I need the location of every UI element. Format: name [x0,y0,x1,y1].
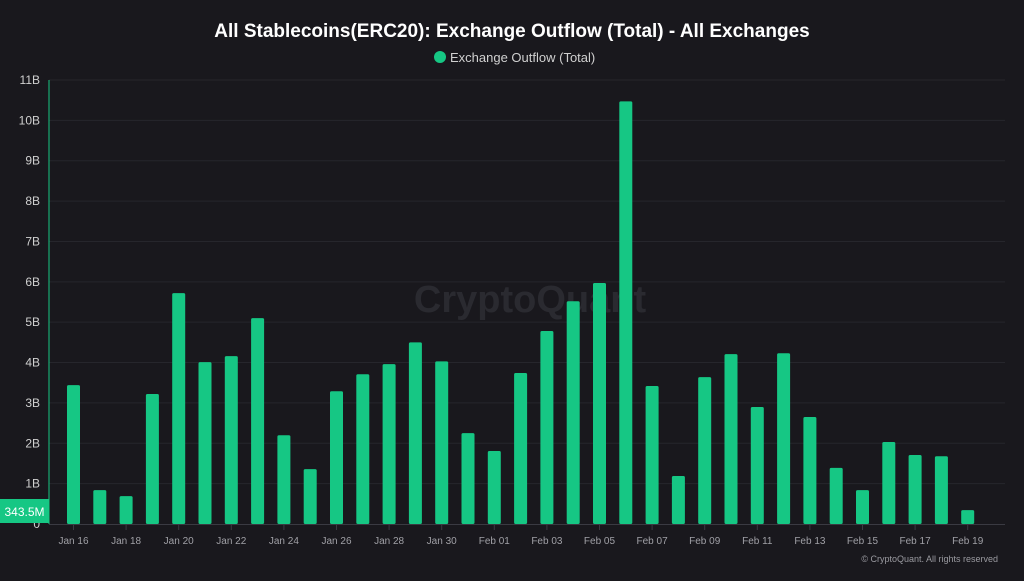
bar-jan-29[interactable] [408,342,422,524]
x-tick-label: Feb 03 [531,536,563,547]
bar-jan-17[interactable] [93,490,107,524]
bar-jan-30[interactable] [435,361,449,524]
bar-jan-24[interactable] [277,435,291,524]
x-tick-label: Feb 19 [952,536,984,547]
bar-jan-27[interactable] [356,374,370,524]
bar-jan-31[interactable] [461,433,475,524]
bar-feb-06[interactable] [619,101,633,524]
x-tick-label: Feb 15 [847,536,879,547]
bar-jan-26[interactable] [330,391,343,524]
x-tick-label: Feb 11 [742,536,773,547]
x-tick-label: Feb 07 [637,536,669,547]
x-tick-label: Jan 18 [111,536,141,547]
y-tick-label: 4B [25,356,40,370]
bar-feb-13[interactable] [803,417,817,524]
bar-jan-20[interactable] [172,293,186,524]
bar-jan-25[interactable] [303,469,317,524]
legend-label[interactable]: Exchange Outflow (Total) [450,50,595,65]
legend-marker[interactable] [434,51,446,63]
watermark: CryptoQuant [414,279,647,321]
y-tick-label: 8B [25,194,40,208]
x-tick-label: Jan 26 [321,536,351,547]
y-tick-label: 3B [25,396,40,410]
x-tick-label: Feb 17 [900,536,932,547]
bar-feb-07[interactable] [645,385,659,524]
bar-feb-19[interactable] [961,510,975,524]
y-tick-label: 0 [33,517,40,531]
y-tick-label: 5B [25,315,40,329]
y-tick-label: 2B [25,436,40,450]
x-tick-label: Jan 30 [427,536,457,547]
x-tick-label: Feb 05 [584,536,616,547]
bar-jan-22[interactable] [224,356,238,524]
bar-feb-04[interactable] [566,301,580,524]
x-tick-label: Jan 16 [58,536,88,547]
bar-feb-01[interactable] [487,450,501,524]
bar-feb-12[interactable] [777,353,791,524]
x-tick-label: Feb 01 [479,536,511,547]
bar-feb-18[interactable] [934,456,948,524]
last-value-label: 343.5M [4,505,44,519]
copyright: © CryptoQuant. All rights reserved [861,554,998,564]
x-tick-label: Jan 28 [374,536,404,547]
last-value-badge [0,499,49,523]
y-tick-label: 9B [25,154,40,168]
x-tick-label: Feb 09 [689,536,721,547]
bar-feb-10[interactable] [724,354,738,524]
bar-jan-28[interactable] [382,364,396,524]
chart-title: All Stablecoins(ERC20): Exchange Outflow… [214,21,809,42]
bar-feb-15[interactable] [856,490,869,524]
bar-feb-14[interactable] [829,467,843,524]
y-tick-label: 10B [19,113,40,127]
bar-feb-09[interactable] [698,377,712,524]
x-tick-label: Jan 24 [269,536,299,547]
x-tick-label: Jan 20 [164,536,194,547]
bar-jan-18[interactable] [119,496,133,524]
bar-feb-03[interactable] [540,331,554,524]
bar-jan-21[interactable] [198,362,212,524]
bar-feb-11[interactable] [750,406,764,524]
y-tick-label: 11B [20,73,40,87]
x-tick-label: Jan 22 [216,536,246,547]
bar-feb-02[interactable] [514,373,528,524]
bar-jan-16[interactable] [67,385,80,524]
bar-jan-23[interactable] [251,318,265,524]
y-tick-label: 6B [25,275,40,289]
bar-feb-08[interactable] [671,475,685,524]
y-tick-label: 1B [25,477,40,491]
y-tick-label: 7B [25,234,40,248]
bar-feb-16[interactable] [882,442,896,524]
x-tick-label: Feb 13 [794,536,826,547]
bar-feb-05[interactable] [593,283,606,524]
bar-feb-17[interactable] [908,454,922,524]
bar-jan-19[interactable] [145,394,159,524]
